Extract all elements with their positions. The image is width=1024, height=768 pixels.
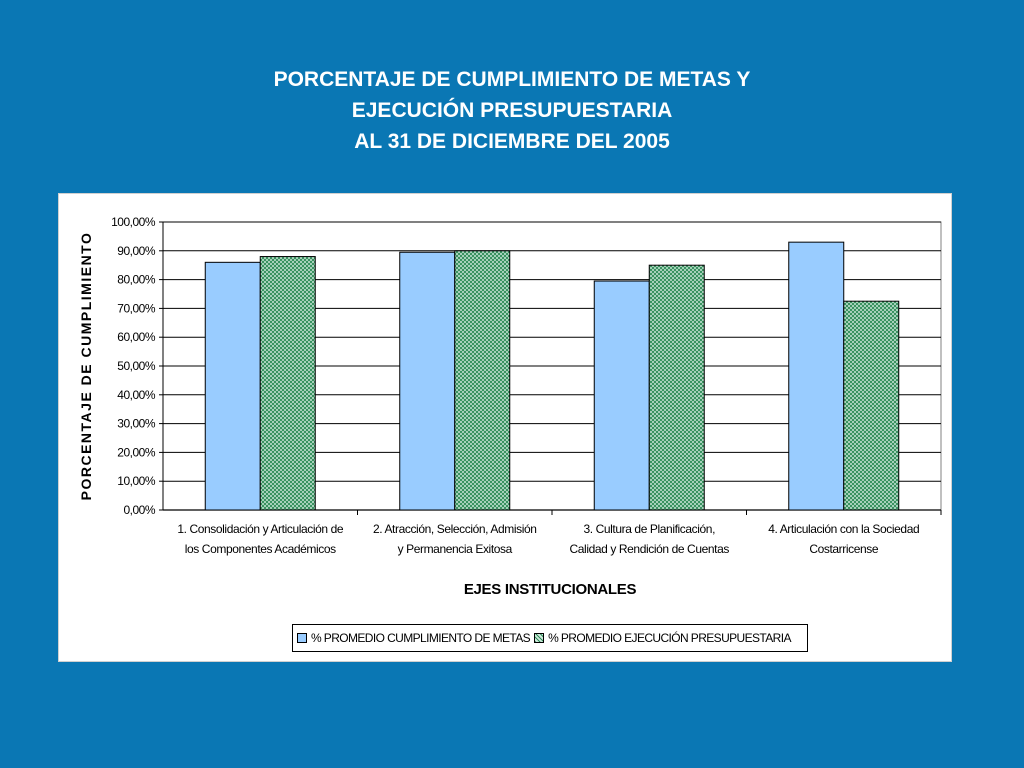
y-tick-label: 10,00%	[117, 474, 156, 488]
legend-swatch-metas	[297, 633, 307, 643]
bar-cumplimiento-metas	[593, 280, 650, 511]
x-category-label: los Componentes Académicos	[185, 542, 336, 556]
bar-ejecucion-presupuestaria	[648, 264, 705, 511]
bar-cumplimiento-metas	[204, 261, 261, 511]
y-tick-label: 60,00%	[117, 330, 156, 344]
y-tick-label: 0,00%	[123, 503, 155, 517]
y-axis-label: PORCENTAJE DE CUMPLIMIENTO	[78, 232, 94, 501]
y-tick-label: 20,00%	[117, 445, 156, 459]
y-tick-label: 50,00%	[117, 359, 156, 373]
x-category-label: 1. Consolidación y Articulación de	[177, 522, 344, 536]
legend: % PROMEDIO CUMPLIMIENTO DE METAS % PROME…	[292, 624, 808, 652]
legend-item-metas: % PROMEDIO CUMPLIMIENTO DE METAS	[297, 631, 531, 645]
x-category-label: Calidad y Rendición de Cuentas	[570, 542, 730, 556]
slide-title-line-2: EJECUCIÓN PRESUPUESTARIA	[351, 99, 673, 122]
x-axis-label: EJES INSTITUCIONALES	[464, 581, 637, 598]
slide-title: PORCENTAJE DE CUMPLIMIENTO DE METAS Y EJ…	[0, 64, 1024, 157]
slide-title-line-1: PORCENTAJE DE CUMPLIMIENTO DE METAS Y	[273, 68, 751, 91]
x-category-label: Costarricense	[809, 542, 879, 556]
y-tick-label: 70,00%	[117, 301, 156, 315]
y-tick-label: 80,00%	[117, 273, 156, 287]
legend-item-ejecucion: % PROMEDIO EJECUCIÓN PRESUPUESTARIA	[534, 631, 791, 645]
x-category-label: 4. Articulación con la Sociedad	[768, 522, 919, 536]
legend-swatch-ejecucion	[534, 633, 545, 643]
y-tick-label: 90,00%	[117, 244, 156, 258]
bar-ejecucion-presupuestaria	[843, 300, 900, 511]
x-category-label: 2. Atracción, Selección, Admisión	[373, 522, 537, 536]
bar-ejecucion-presupuestaria	[454, 250, 511, 511]
legend-label-metas: % PROMEDIO CUMPLIMIENTO DE METAS	[311, 631, 531, 645]
y-tick-label: 30,00%	[117, 417, 156, 431]
y-tick-label: 40,00%	[117, 388, 156, 402]
x-category-label: 3. Cultura de Planificación,	[583, 522, 715, 536]
bar-chart: 0,00% 10,00% 20,00% 30,00% 40,00% 50,00% 60,00…	[78, 215, 942, 598]
y-tick-label: 100,00%	[111, 215, 156, 229]
slide-title-line-3: AL 31 DE DICIEMBRE DEL 2005	[354, 130, 670, 153]
x-category-label: y Permanencia Exitosa	[398, 542, 513, 556]
legend-label-ejecucion: % PROMEDIO EJECUCIÓN PRESUPUESTARIA	[548, 631, 791, 645]
bar-cumplimiento-metas	[399, 251, 456, 511]
bar-cumplimiento-metas	[788, 241, 845, 511]
chart-panel: 0,00% 10,00% 20,00% 30,00% 40,00% 50,00% 60,00…	[58, 193, 952, 662]
bar-ejecucion-presupuestaria	[259, 256, 316, 511]
